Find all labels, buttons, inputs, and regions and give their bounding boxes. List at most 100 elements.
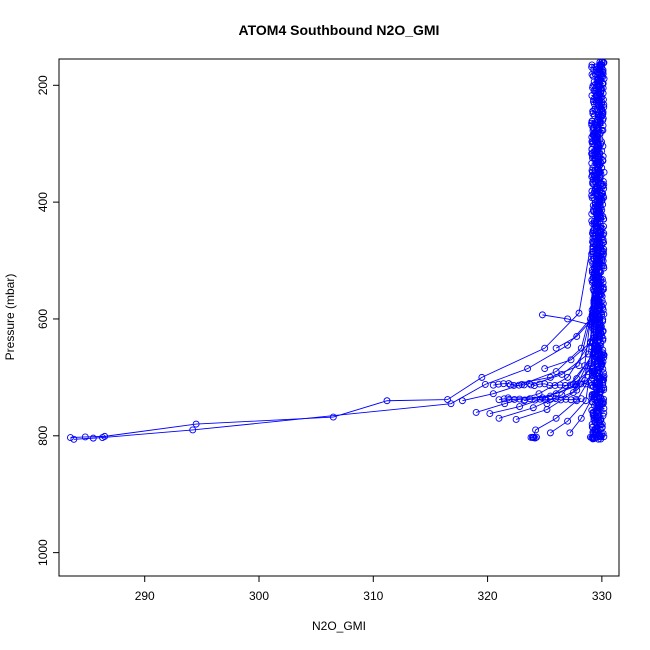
series-4-point [516,403,524,411]
core-profile-3-point [588,63,596,71]
band-710-point [489,381,497,389]
series-15-point [552,344,560,352]
core-profile-1-point [599,412,607,420]
core-profile-3-point [600,215,608,223]
core-profile-2-point [588,210,596,218]
y-tick-label: 600 [36,309,50,329]
core-profile-1-point [589,110,597,118]
series-0-point [192,420,200,428]
core-profile-3-point [592,92,600,100]
series-3-point [535,390,543,398]
series-7-point [532,426,540,434]
series-1-point [89,434,97,442]
band-740-point [510,396,518,403]
core-profile-3-point [599,182,607,190]
series-1-point [481,380,489,388]
band-740-point [557,396,565,404]
band-740-point [500,395,508,403]
y-tick-label: 200 [36,75,50,95]
series-0-point [329,413,337,421]
series-1-point [524,365,532,373]
series-6-point [569,389,577,397]
core-profile-3-point [598,332,606,340]
series-5-line [498,260,598,419]
core-profile-3-point [589,107,597,115]
core-profile-3-point [596,385,604,393]
core-profile-3-point [588,406,596,414]
series-16-point [538,311,546,319]
series-0-point [478,373,486,381]
series-0-point [81,433,89,441]
series-3-point [501,400,509,408]
series-5-point [529,404,537,412]
series-19-point [569,380,577,388]
core-profile-3-point [588,61,596,69]
series-12-point [506,381,514,389]
series-1-point [598,61,606,69]
series-13-point [584,350,592,358]
core-profile-3-point [589,152,597,160]
core-profile-3-point [599,177,607,185]
y-axis: 200 400 600 800 1000 [36,75,60,566]
x-tick-label: 310 [363,589,383,603]
series-0-point [383,397,391,405]
core-profile-1-point [600,372,608,380]
core-profile-2-point [588,398,596,406]
series-14-point [596,257,604,264]
series-14-point [567,356,575,364]
series-2-point [518,380,526,388]
core-profile-3-point [597,362,605,370]
series-11-point [591,368,599,375]
core-profile-2-point [600,395,608,403]
y-tick-label: 1000 [36,539,50,566]
band-710-point [510,381,518,389]
series-9-point [590,391,598,399]
series-4-point [486,410,494,418]
core-profile-3-point [593,81,601,89]
y-tick-label: 400 [36,192,50,212]
core-profile-3-point [596,73,604,81]
series-18-line [524,318,599,402]
series-0-point [541,344,549,352]
x-tick-label: 320 [478,589,498,603]
core-profile-3-point [589,124,597,132]
series-10-point [596,373,604,381]
series-1-point [564,341,572,349]
series-4-point [596,186,604,194]
series-1-line [73,64,603,440]
core-profile-3-point [595,157,603,165]
core-profile-3-point [598,424,606,432]
cluster-803-1-point [593,433,601,441]
x-axis-label: N2O_GMI [312,619,366,633]
chart-title: ATOM4 Southbound N2O_GMI [239,22,440,38]
plot-area [66,59,608,443]
series-15-line [555,242,601,349]
core-profile-1-point [588,70,596,78]
series-18-point [581,376,589,384]
series-7-point [529,434,537,441]
series-11-point [543,400,551,408]
band-740-point [516,395,524,403]
series-17-line [508,342,598,399]
series-3-point [564,373,572,381]
core-profile-3-point [592,96,600,104]
series-11-point [573,386,581,394]
core-profile-1-point [600,405,608,412]
series-2-point [489,390,497,398]
series-7-point [573,397,581,405]
series-10-line [592,260,603,438]
band-710-point [551,382,559,389]
core-profile-3-point [590,112,598,120]
core-profile-3-point [599,84,607,92]
series-3-point [472,408,480,416]
series-8-point [546,429,554,437]
core-profile-3-point [598,353,606,360]
series-2-point [458,397,466,405]
series-12-point [575,362,583,370]
series-6-point [512,415,520,423]
series-0-point [575,309,583,317]
y-axis-label: Pressure (mbar) [3,274,17,361]
series-11-line [546,248,602,405]
series-2-point [552,368,560,375]
